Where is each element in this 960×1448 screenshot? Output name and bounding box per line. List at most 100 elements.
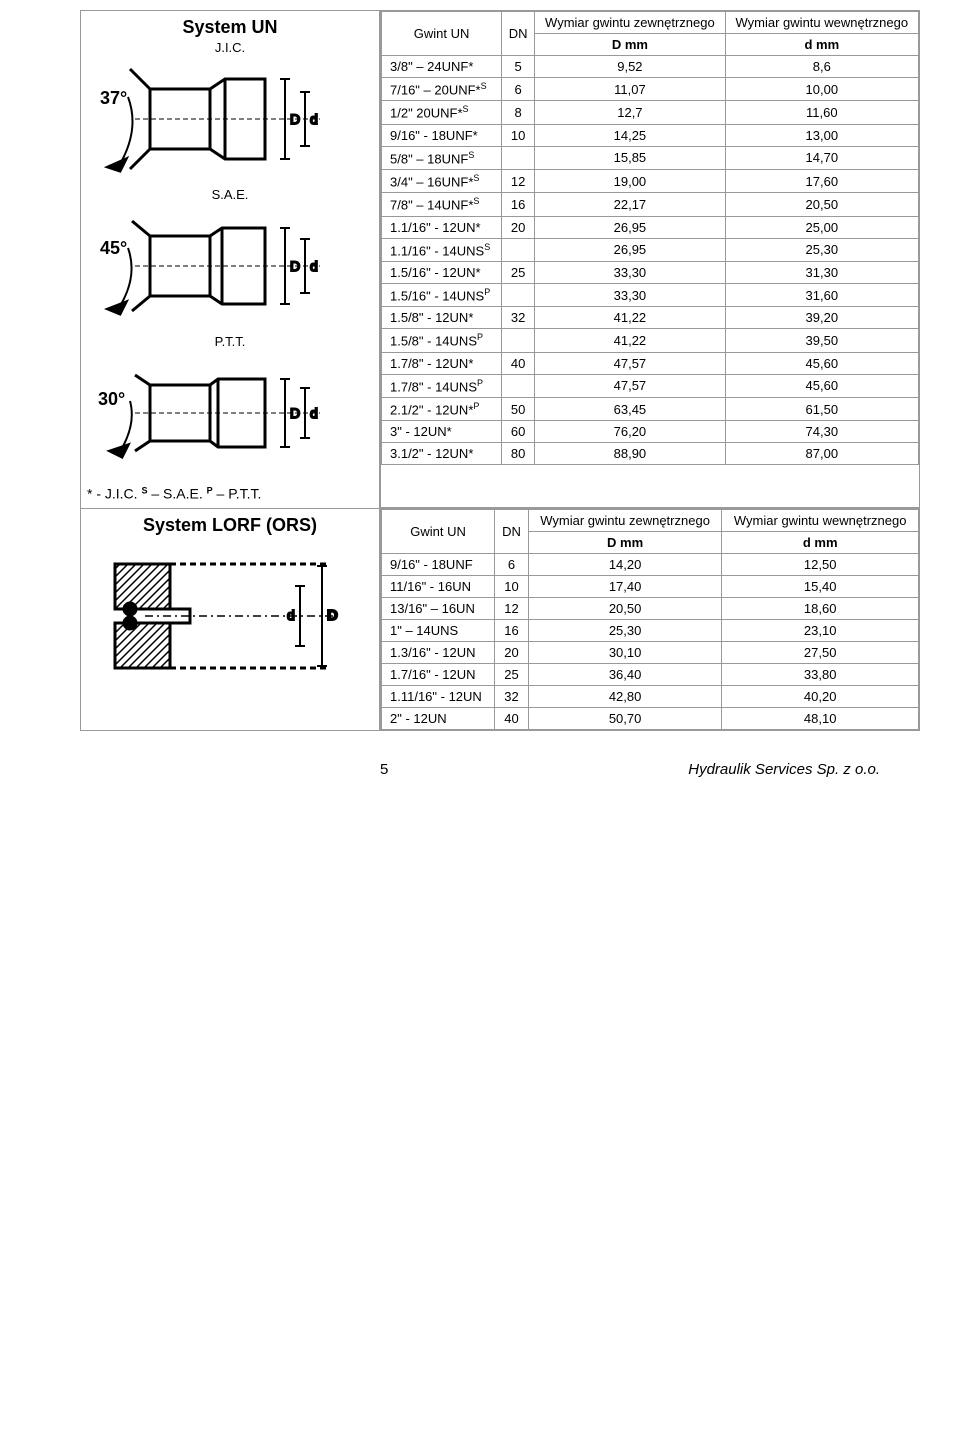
hdr-D-bot: D mm bbox=[535, 34, 725, 56]
table-row: 1.1/16" - 14UNSS26,9525,30 bbox=[382, 238, 919, 261]
footer-company: Hydraulik Services Sp. z o.o. bbox=[688, 761, 880, 778]
cell-gwint: 1.1/16" - 12UN* bbox=[382, 216, 502, 238]
cell-D: 14,25 bbox=[535, 124, 725, 146]
cell-dn: 40 bbox=[502, 352, 535, 374]
table-row: 3.1/2" - 12UN*8088,9087,00 bbox=[382, 443, 919, 465]
cell-dn: 60 bbox=[502, 421, 535, 443]
cell-d: 33,80 bbox=[722, 663, 919, 685]
cell-d: 48,10 bbox=[722, 707, 919, 729]
cell-gwint: 1.5/16" - 14UNSP bbox=[382, 283, 502, 306]
cell-D: 26,95 bbox=[535, 216, 725, 238]
cell-D: 47,57 bbox=[535, 352, 725, 374]
cell-D: 50,70 bbox=[528, 707, 722, 729]
cell-dn: 25 bbox=[502, 261, 535, 283]
cell-d: 87,00 bbox=[725, 443, 918, 465]
svg-text:45°: 45° bbox=[100, 238, 127, 258]
cell-d: 13,00 bbox=[725, 124, 918, 146]
table-row: 5/8" – 18UNFS15,8514,70 bbox=[382, 146, 919, 169]
system-un-table: Gwint UN DN Wymiar gwintu zewnętrznego W… bbox=[381, 11, 919, 465]
cell-dn: 32 bbox=[495, 685, 529, 707]
cell-d: 15,40 bbox=[722, 575, 919, 597]
cell-D: 36,40 bbox=[528, 663, 722, 685]
cell-d: 14,70 bbox=[725, 146, 918, 169]
cell-D: 9,52 bbox=[535, 56, 725, 78]
cell-gwint: 2" - 12UN bbox=[382, 707, 495, 729]
cell-D: 47,57 bbox=[535, 374, 725, 397]
cell-dn bbox=[502, 283, 535, 306]
cell-dn: 8 bbox=[502, 101, 535, 124]
jic-figure: 37° D d bbox=[87, 59, 373, 179]
cell-D: 33,30 bbox=[535, 283, 725, 306]
cell-D: 20,50 bbox=[528, 597, 722, 619]
cell-D: 19,00 bbox=[535, 169, 725, 192]
cell-dn: 5 bbox=[502, 56, 535, 78]
cell-dn: 12 bbox=[502, 169, 535, 192]
cell-gwint: 1.7/8" - 12UN* bbox=[382, 352, 502, 374]
cell-dn: 40 bbox=[495, 707, 529, 729]
cell-gwint: 11/16" - 16UN bbox=[382, 575, 495, 597]
cell-gwint: 1.5/8" - 14UNSP bbox=[382, 329, 502, 352]
cell-gwint: 1.5/8" - 12UN* bbox=[382, 307, 502, 329]
table-row: 1" – 14UNS1625,3023,10 bbox=[382, 619, 919, 641]
lorf-hdr-d-bot: d mm bbox=[722, 531, 919, 553]
cell-dn: 10 bbox=[502, 124, 535, 146]
cell-D: 30,10 bbox=[528, 641, 722, 663]
cell-gwint: 1.1/16" - 14UNSS bbox=[382, 238, 502, 261]
table-row: 1.5/8" - 12UN*3241,2239,20 bbox=[382, 307, 919, 329]
sae-label: S.A.E. bbox=[87, 187, 373, 202]
svg-text:37°: 37° bbox=[100, 88, 127, 108]
cell-dn bbox=[502, 374, 535, 397]
cell-d: 27,50 bbox=[722, 641, 919, 663]
cell-dn: 80 bbox=[502, 443, 535, 465]
cell-gwint: 9/16" - 18UNF* bbox=[382, 124, 502, 146]
cell-dn: 12 bbox=[495, 597, 529, 619]
lorf-hdr-D-top: Wymiar gwintu zewnętrznego bbox=[528, 509, 722, 531]
table-row: 11/16" - 16UN1017,4015,40 bbox=[382, 575, 919, 597]
cell-gwint: 1.7/8" - 14UNSP bbox=[382, 374, 502, 397]
system-un-table-cell: Gwint UN DN Wymiar gwintu zewnętrznego W… bbox=[380, 10, 920, 508]
table-row: 1.11/16" - 12UN3242,8040,20 bbox=[382, 685, 919, 707]
cell-D: 14,20 bbox=[528, 553, 722, 575]
cell-D: 25,30 bbox=[528, 619, 722, 641]
cell-gwint: 3.1/2" - 12UN* bbox=[382, 443, 502, 465]
table-row: 1.7/16" - 12UN2536,4033,80 bbox=[382, 663, 919, 685]
cell-d: 40,20 bbox=[722, 685, 919, 707]
cell-dn: 16 bbox=[495, 619, 529, 641]
cell-d: 31,60 bbox=[725, 283, 918, 306]
un-note: * - J.I.C. S – S.A.E. P – P.T.T. bbox=[87, 485, 373, 502]
table-row: 3" - 12UN*6076,2074,30 bbox=[382, 421, 919, 443]
cell-d: 45,60 bbox=[725, 352, 918, 374]
cell-D: 33,30 bbox=[535, 261, 725, 283]
cell-dn: 6 bbox=[495, 553, 529, 575]
table-row: 3/4" – 16UNF*S1219,0017,60 bbox=[382, 169, 919, 192]
table-row: 2.1/2" - 12UN*P5063,4561,50 bbox=[382, 397, 919, 420]
cell-D: 11,07 bbox=[535, 78, 725, 101]
cell-D: 42,80 bbox=[528, 685, 722, 707]
cell-d: 12,50 bbox=[722, 553, 919, 575]
table-row: 1.5/16" - 14UNSP 33,3031,60 bbox=[382, 283, 919, 306]
cell-gwint: 1.5/16" - 12UN* bbox=[382, 261, 502, 283]
cell-dn bbox=[502, 238, 535, 261]
cell-d: 11,60 bbox=[725, 101, 918, 124]
hdr-dn: DN bbox=[502, 12, 535, 56]
cell-D: 76,20 bbox=[535, 421, 725, 443]
cell-gwint: 1/2" 20UNF*S bbox=[382, 101, 502, 124]
cell-gwint: 3" - 12UN* bbox=[382, 421, 502, 443]
cell-gwint: 1.3/16" - 12UN bbox=[382, 641, 495, 663]
cell-d: 23,10 bbox=[722, 619, 919, 641]
page-number: 5 bbox=[380, 761, 388, 778]
cell-d: 25,30 bbox=[725, 238, 918, 261]
cell-d: 74,30 bbox=[725, 421, 918, 443]
cell-dn: 16 bbox=[502, 193, 535, 216]
cell-gwint: 9/16" - 18UNF bbox=[382, 553, 495, 575]
cell-gwint: 1" – 14UNS bbox=[382, 619, 495, 641]
cell-D: 63,45 bbox=[535, 397, 725, 420]
cell-dn: 32 bbox=[502, 307, 535, 329]
ptt-label: P.T.T. bbox=[87, 334, 373, 349]
lorf-figure: d D bbox=[87, 546, 373, 686]
cell-gwint: 7/8" – 14UNF*S bbox=[382, 193, 502, 216]
cell-gwint: 7/16" – 20UNF*S bbox=[382, 78, 502, 101]
cell-dn bbox=[502, 146, 535, 169]
cell-d: 8,6 bbox=[725, 56, 918, 78]
table-row: 1.7/8" - 14UNSP47,5745,60 bbox=[382, 374, 919, 397]
